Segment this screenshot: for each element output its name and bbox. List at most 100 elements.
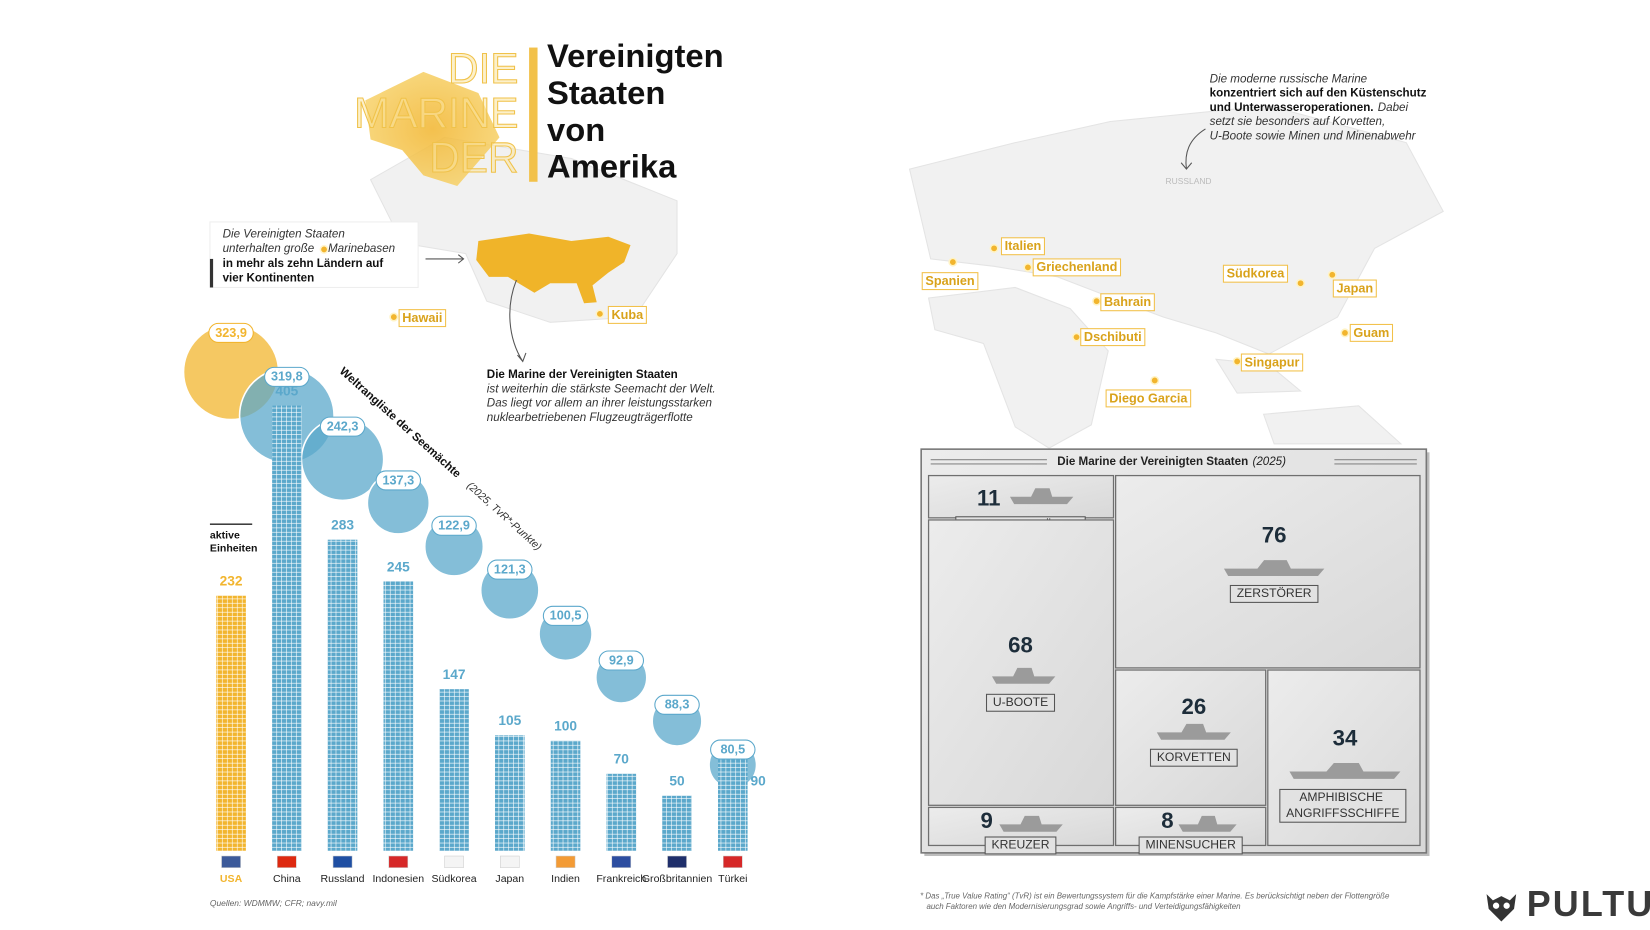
base-label: Kuba [612, 308, 645, 322]
flag [555, 855, 576, 868]
note-line: nuklearbetriebenen Flugzeugträgerflotte [487, 411, 693, 424]
treemap-value: 8 [1161, 808, 1173, 833]
bubble-label: 121,3 [494, 562, 526, 576]
treemap-label-box [1279, 788, 1407, 823]
base-dot [1072, 332, 1082, 342]
base-label: Diego Garcia [1109, 391, 1188, 405]
base-dot [595, 309, 605, 319]
note-accent [209, 258, 214, 288]
base-label-box [1222, 264, 1289, 283]
note-text: in mehr als zehn Ländern auf [223, 257, 384, 270]
note-line: U-Boote sowie Minen und Minenabwehr [1210, 129, 1417, 142]
title: Amerika [547, 148, 677, 185]
category-label: Indonesien [373, 873, 425, 885]
base-dot [1296, 278, 1306, 288]
category-label: Großbritannien [642, 873, 712, 885]
bar-grid [216, 595, 246, 851]
footnote: * Das „True Value Rating“ (TvR) ist ein … [920, 891, 1390, 900]
base-dot [1340, 328, 1350, 338]
treemap-value: 26 [1181, 694, 1206, 719]
treemap-value: 9 [981, 808, 993, 833]
category-label: China [273, 873, 301, 885]
treemap-label: MINENSUCHER [1145, 838, 1236, 852]
title: Staaten [547, 74, 665, 111]
base: Spanien [921, 257, 979, 291]
bar-grid [550, 740, 581, 851]
treemap-value: 68 [1008, 633, 1033, 658]
treemap-label: U-BOOTE [993, 695, 1048, 709]
base-dot [389, 312, 399, 322]
base: Kuba [595, 305, 647, 324]
base-label-box [921, 272, 979, 291]
base-dot [1023, 262, 1033, 272]
note-text: unterhalten große [223, 242, 315, 255]
base-label: Guam [1353, 326, 1389, 340]
us-shape [476, 233, 631, 304]
note-text: nuklearbetriebenen Flugzeugträgerflotte [487, 411, 693, 424]
bubble-label: 80,5 [720, 742, 745, 756]
bar-grid [662, 795, 692, 851]
base-label: Singapur [1245, 355, 1300, 369]
note-line: Die moderne russische Marine [1210, 72, 1368, 85]
note-line: und Unterwasseroperationen. Dabei [1210, 101, 1409, 114]
treemap-label-box [1138, 836, 1243, 855]
note-line: setzt sie besonders auf Korvetten, [1210, 115, 1386, 128]
note-text: Die Vereinigten Staaten [223, 228, 345, 241]
base: Südkorea [1222, 264, 1306, 288]
alaska-shape [365, 71, 500, 186]
base-dot [948, 257, 958, 267]
logo-icon [1486, 894, 1517, 922]
base-label-box [1349, 323, 1394, 342]
flag [611, 855, 632, 868]
note-text: Die Marine der Vereinigten Staaten [487, 368, 678, 381]
base-dot [1092, 296, 1102, 306]
kicker: DIE [448, 45, 518, 92]
flag [332, 855, 353, 868]
title-rules [930, 459, 1417, 465]
title-bar [529, 47, 538, 182]
bubble-label: 88,3 [665, 698, 690, 712]
note-text: setzt sie besonders auf Korvetten, [1210, 115, 1386, 128]
bubble-label-box [319, 416, 366, 437]
base-label-box [1240, 353, 1304, 372]
ship-icon [991, 667, 1056, 684]
bubble-label-box [710, 739, 756, 760]
bubble-label-box [264, 366, 310, 387]
note-text: Dabei [1378, 101, 1409, 114]
base-label: Italien [1005, 239, 1042, 253]
bubble-label-box [654, 694, 700, 715]
note-box [209, 221, 419, 288]
bubble-label-box [542, 605, 589, 626]
note-text: ist weiterhin die stärkste Seemacht der … [487, 383, 716, 396]
ship-icon [1178, 815, 1237, 832]
flag [667, 855, 687, 868]
category-label: Südkorea [431, 873, 476, 885]
base-dot [989, 243, 999, 253]
base-legend-dot [319, 244, 329, 254]
treemap-label-box [985, 693, 1056, 712]
bubble-label-box [487, 559, 533, 580]
base-dot [1232, 356, 1242, 366]
arrow [425, 254, 465, 264]
base: Dschibuti [1072, 328, 1146, 347]
ship-icon [1289, 763, 1401, 779]
note-text: vier Kontinenten [223, 271, 315, 284]
base-label: Südkorea [1227, 267, 1286, 281]
base: Bahrain [1092, 293, 1155, 312]
base-label-box [1105, 389, 1192, 408]
treemap-subtitle: (2025) [1252, 455, 1286, 468]
base: Japan [1327, 270, 1377, 298]
bar-value-label: 147 [443, 667, 466, 682]
base: Singapur [1232, 353, 1304, 372]
category-label: Frankreich [596, 873, 646, 885]
title: von [547, 111, 605, 148]
flag [277, 855, 297, 868]
base-label: Dschibuti [1084, 330, 1142, 344]
base-label-box [398, 309, 447, 328]
base-label: Spanien [925, 274, 974, 288]
bar-grid [327, 539, 358, 851]
bar-value-label: 232 [220, 574, 243, 589]
treemap-cell [927, 474, 1115, 519]
treemap-title-text: Die Marine der Vereinigten Staaten [1057, 455, 1248, 468]
